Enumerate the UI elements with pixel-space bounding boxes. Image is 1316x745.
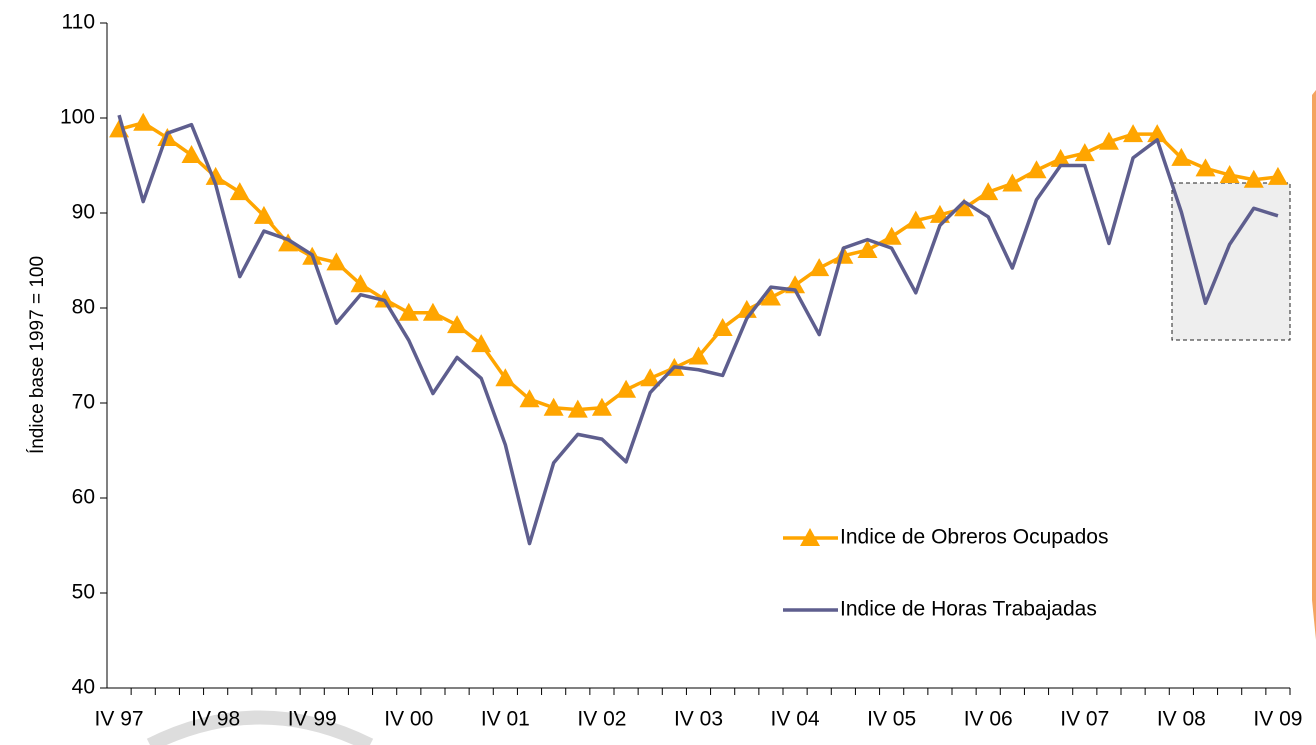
marker <box>591 397 612 416</box>
decoration <box>146 710 374 745</box>
marker <box>881 226 902 245</box>
y-tick-label: 70 <box>72 391 95 414</box>
x-tick-label: IV 97 <box>95 708 144 731</box>
marker <box>712 317 733 336</box>
x-tick-label: IV 08 <box>1157 708 1206 731</box>
marker <box>1074 143 1095 162</box>
marker <box>326 252 347 271</box>
y-axis-title: Índice base 1997 = 100 <box>27 256 48 454</box>
marker <box>133 112 154 131</box>
x-tick-label: IV 06 <box>964 708 1013 731</box>
legend-label: Indice de Horas Trabajadas <box>840 598 1097 621</box>
legend-marker <box>800 528 820 546</box>
marker <box>278 233 299 252</box>
x-tick-label: IV 05 <box>867 708 916 731</box>
y-tick-label: 50 <box>72 581 95 604</box>
side-arrow <box>1312 90 1316 640</box>
marker <box>1243 169 1264 188</box>
marker <box>640 368 661 387</box>
marker <box>1195 158 1216 177</box>
marker <box>350 274 371 293</box>
marker <box>954 198 975 217</box>
y-tick-label: 90 <box>72 201 95 224</box>
marker <box>398 302 419 321</box>
y-tick-label: 40 <box>72 676 95 699</box>
x-tick-label: IV 98 <box>191 708 240 731</box>
marker <box>688 346 709 365</box>
marker <box>471 334 492 353</box>
legend-label: Indice de Obreros Ocupados <box>840 526 1109 549</box>
marker <box>205 166 226 185</box>
marker <box>181 145 202 164</box>
y-tick-label: 100 <box>60 106 95 129</box>
marker <box>1147 124 1168 143</box>
series-line <box>117 114 1279 546</box>
marker <box>253 205 274 224</box>
marker <box>857 240 878 259</box>
x-tick-label: IV 01 <box>481 708 530 731</box>
y-tick-label: 80 <box>72 296 95 319</box>
highlight-box <box>1171 182 1291 341</box>
marker <box>760 287 781 306</box>
x-tick-label: IV 99 <box>288 708 337 731</box>
marker <box>495 368 516 387</box>
marker <box>422 302 443 321</box>
x-tick-label: IV 02 <box>577 708 626 731</box>
marker <box>1026 160 1047 179</box>
x-tick-label: IV 00 <box>384 708 433 731</box>
marker <box>1267 166 1288 185</box>
x-tick-label: IV 03 <box>674 708 723 731</box>
marker <box>543 397 564 416</box>
marker <box>567 399 588 418</box>
marker <box>1002 173 1023 192</box>
marker <box>616 379 637 398</box>
marker <box>978 182 999 201</box>
x-tick-label: IV 09 <box>1253 708 1302 731</box>
x-tick-label: IV 04 <box>771 708 820 731</box>
x-tick-label: IV 07 <box>1060 708 1109 731</box>
marker <box>519 389 540 408</box>
marker <box>1171 147 1192 166</box>
marker <box>1098 131 1119 150</box>
series-line <box>118 121 1279 412</box>
marker <box>809 258 830 277</box>
marker <box>229 182 250 201</box>
marker <box>1219 165 1240 183</box>
marker <box>1123 124 1144 143</box>
marker <box>374 289 395 308</box>
marker <box>905 210 926 229</box>
y-tick-label: 110 <box>62 11 95 34</box>
marker <box>447 315 468 334</box>
y-tick-label: 60 <box>72 486 95 509</box>
marker <box>1050 148 1071 167</box>
marker <box>833 245 854 264</box>
